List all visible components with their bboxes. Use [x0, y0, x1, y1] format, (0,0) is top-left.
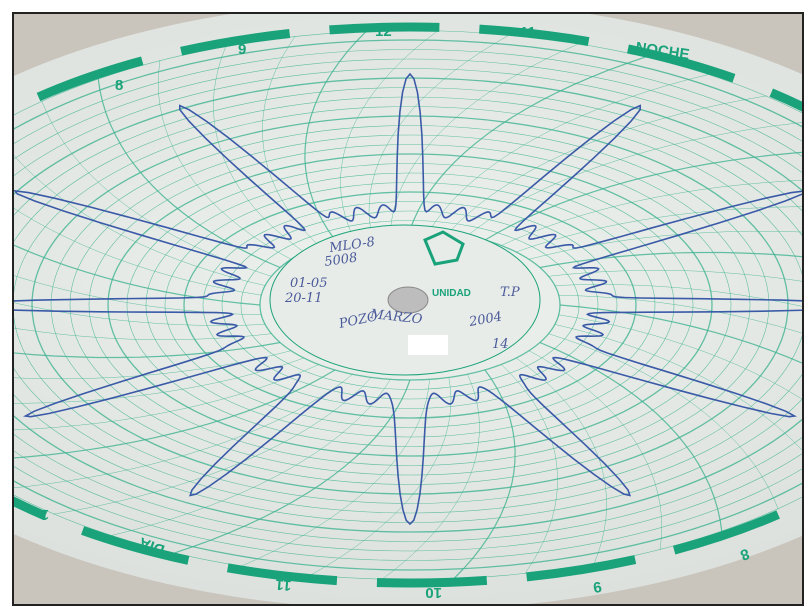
ring: [14, 39, 802, 571]
handwriting: 14: [492, 337, 509, 352]
radial-line: [467, 122, 802, 236]
handwriting: MARZO: [369, 307, 424, 328]
handwriting: 2004: [467, 309, 503, 330]
ring: [240, 220, 580, 390]
radial-line: [14, 357, 304, 404]
radial-line: [548, 270, 802, 282]
handwriting: 20-11: [284, 291, 322, 306]
ring: [14, 77, 802, 533]
radial-line: [14, 374, 353, 489]
handwriting: MLO-8: [327, 235, 375, 256]
ring: [164, 182, 656, 428]
radial-line: [240, 379, 430, 567]
radial-line: [484, 151, 802, 241]
radial-line: [262, 35, 319, 246]
ring: [14, 68, 802, 542]
ring: [14, 106, 802, 504]
radial-line: [14, 350, 292, 380]
radial-line: [41, 100, 272, 277]
radial-line: [213, 45, 305, 253]
ring: [31, 115, 789, 495]
radial-line: [528, 230, 802, 260]
radial-line: [515, 357, 607, 565]
ring: [14, 58, 802, 552]
handwriting: 5008: [323, 251, 358, 270]
band-label: 10: [425, 584, 442, 601]
center-hole: [387, 286, 429, 314]
band-label: 11: [520, 24, 536, 41]
radial-line: [381, 374, 480, 580]
redaction: [408, 335, 448, 355]
ring: [126, 163, 694, 447]
radial-line: [501, 180, 802, 246]
hub-brand: UNIDAD: [432, 288, 471, 299]
radials: [14, 30, 802, 580]
radial-line: [14, 208, 262, 296]
band-label: 9: [238, 41, 246, 58]
radial-line: [53, 377, 372, 515]
ring: [14, 49, 802, 561]
radial-line: [409, 56, 647, 231]
radial-line: [516, 206, 802, 253]
radial-line: [14, 275, 262, 316]
ring: [183, 191, 637, 419]
ring: [88, 144, 732, 466]
radial-line: [554, 324, 802, 451]
radial-line: [528, 350, 663, 551]
radial-line: [14, 364, 319, 431]
radial-line: [501, 364, 558, 575]
radial-line: [554, 284, 802, 307]
radial-line: [14, 327, 272, 340]
band-label: 1: [41, 506, 49, 523]
outer-band: [14, 22, 802, 588]
radial-line: [558, 314, 802, 400]
band-label: 9: [592, 578, 603, 596]
ring: [50, 125, 770, 485]
radial-line: [558, 294, 802, 334]
ring: [69, 134, 751, 476]
radial-line: [368, 34, 511, 233]
radial-line: [429, 74, 710, 231]
hub-unit: T.P: [500, 285, 520, 300]
logo: [423, 230, 465, 266]
radial-line: [304, 30, 367, 241]
band-label: 8: [115, 77, 123, 94]
ring: [221, 210, 599, 400]
band-label: 12: [375, 23, 392, 40]
handwriting: 01-05: [290, 276, 327, 291]
ring: [107, 153, 713, 457]
pen-trace: [14, 72, 802, 526]
radial-line: [97, 78, 281, 269]
radial-line: [448, 95, 767, 233]
ring: [14, 87, 802, 523]
radial-line: [548, 333, 779, 510]
radial-line: [309, 377, 452, 576]
radial-line: [14, 155, 266, 286]
ring: [14, 96, 802, 514]
ring: [145, 172, 675, 438]
radial-line: [157, 59, 292, 260]
ring: [202, 201, 618, 409]
rings: [14, 30, 802, 580]
radial-line: [390, 43, 580, 231]
radial-line: [340, 30, 439, 236]
radial-line: [539, 251, 802, 269]
band-label: 11: [275, 575, 292, 593]
radial-line: [110, 379, 391, 536]
